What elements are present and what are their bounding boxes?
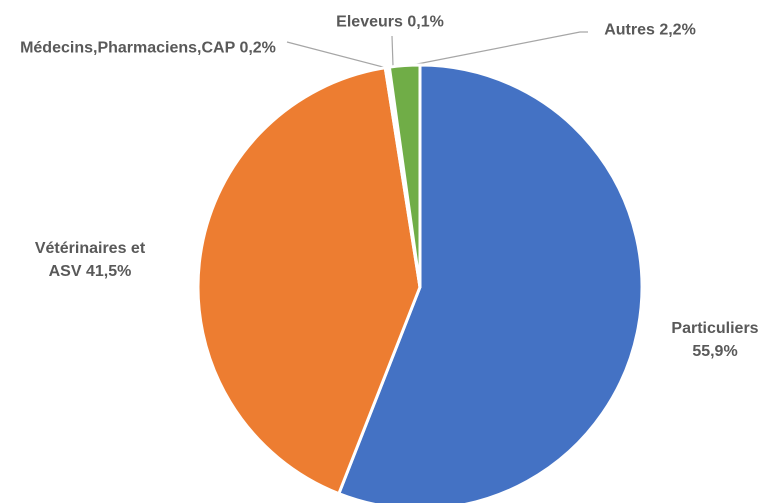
category-label: Vétérinaires et ASV — [34, 240, 146, 280]
data-label: Eleveurs 0,1% — [280, 11, 500, 34]
value-label: 0,2% — [239, 39, 276, 57]
pie-slice — [387, 63, 422, 289]
value-label: 41,5% — [85, 263, 132, 280]
pie-slice — [337, 63, 644, 503]
category-label: Eleveurs — [336, 13, 403, 31]
leader-line — [406, 31, 588, 67]
value-label: 2,2% — [659, 21, 696, 39]
leader-line — [286, 41, 388, 69]
data-label: Médecins,Pharmaciens,CAP 0,2% — [6, 37, 291, 60]
value-label: 0,1% — [407, 13, 444, 31]
data-label: Particuliers 55,9% — [655, 317, 774, 363]
data-label: Vétérinaires et ASV 41,5% — [20, 237, 160, 283]
data-label: Autres 2,2% — [550, 19, 750, 42]
category-label: Particuliers — [671, 320, 759, 337]
leader-line — [391, 35, 394, 67]
category-label: Autres — [604, 21, 655, 39]
value-label: 55,9% — [692, 343, 738, 360]
category-label: Médecins,Pharmaciens,CAP — [20, 39, 235, 57]
pie-slice — [196, 66, 422, 496]
